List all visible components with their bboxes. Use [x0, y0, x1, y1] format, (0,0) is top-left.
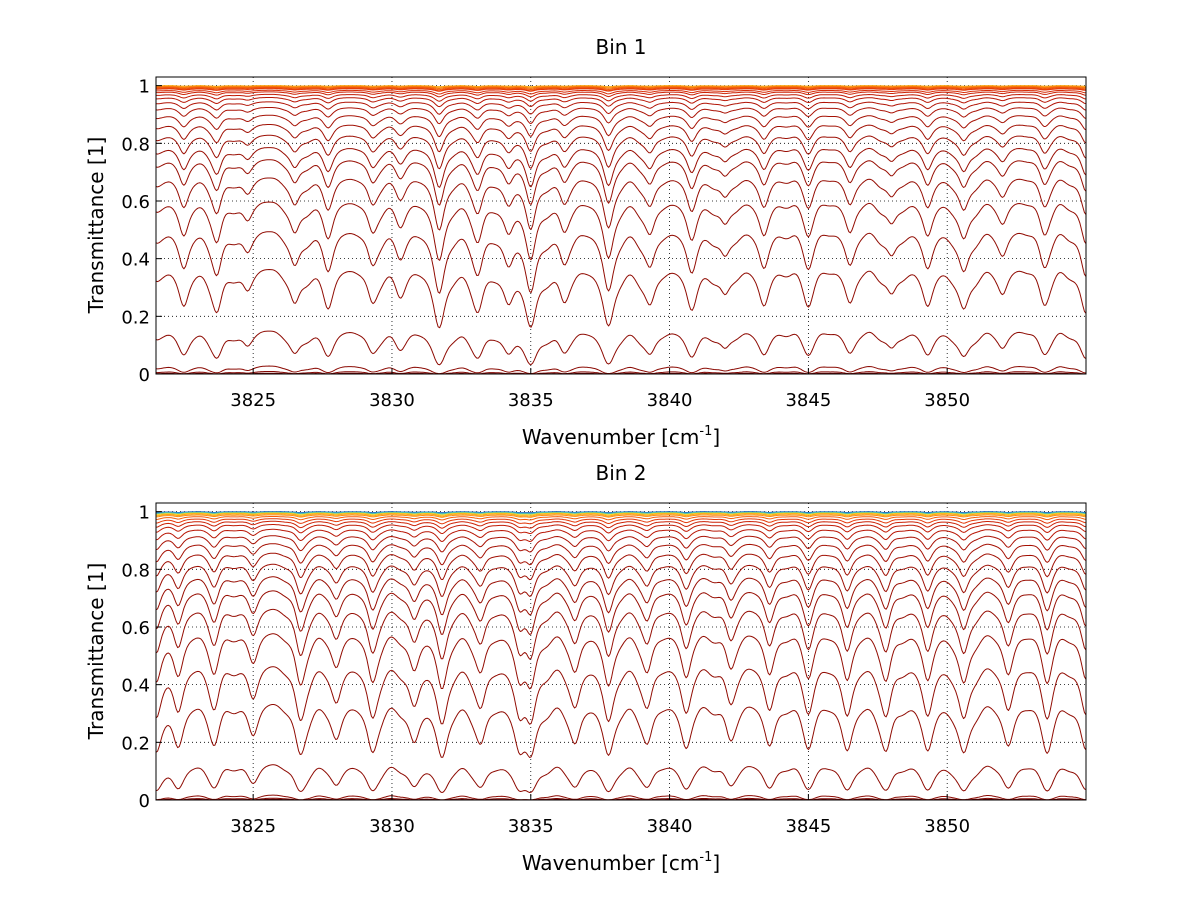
series-line [155, 514, 1087, 518]
y-tick-label: 0.2 [121, 733, 150, 754]
series-line [155, 552, 1087, 581]
series-line [155, 535, 1087, 553]
y-tick-label: 0.8 [121, 560, 150, 581]
y-tick-label: 1 [139, 503, 150, 524]
chart-title: Bin 2 [595, 461, 646, 485]
y-axis-label: Transmittance [1] [84, 137, 108, 315]
series-line [155, 512, 1087, 516]
series-line [155, 147, 1087, 188]
y-tick-label: 0 [139, 791, 150, 812]
series-line [155, 101, 1087, 115]
x-ticks: 3825 3830 3835 3840 3845 3850 [230, 368, 970, 411]
y-ticks: 0 0.2 0.4 0.6 0.8 1 [121, 77, 162, 386]
chart-title: Bin 1 [595, 35, 646, 59]
series-line [155, 608, 1087, 660]
panel-bin-1: Bin 1 3825 3830 3835 3840 3845 3850 0 0.2 0.4 0.… [84, 35, 1087, 449]
series-line [155, 201, 1087, 261]
y-tick-label: 0.4 [121, 250, 150, 271]
series-line [155, 231, 1087, 294]
x-tick-label: 3835 [508, 390, 554, 411]
series-group [155, 85, 1087, 375]
series-line [156, 511, 1087, 515]
series-line [155, 88, 1087, 92]
y-tick-label: 0.8 [121, 134, 150, 155]
x-axis-label: Wavenumber [cm-1] [522, 850, 720, 875]
x-tick-label: 3840 [647, 816, 693, 837]
series-group [155, 511, 1087, 801]
series-line [156, 97, 1087, 108]
x-axis-label: Wavenumber [cm-1] [522, 424, 720, 449]
grid [156, 77, 1086, 375]
x-tick-label: 3850 [924, 390, 970, 411]
panel-bin-2: Bin 2 3825 3830 3835 3840 3845 3850 0 0.2 0.4 0.… [84, 461, 1087, 875]
series-line [155, 520, 1087, 529]
x-tick-label: 3840 [647, 390, 693, 411]
series-line [155, 269, 1087, 329]
series-line [156, 93, 1087, 102]
x-ticks: 3825 3830 3835 3840 3845 3850 [230, 794, 970, 837]
series-line [156, 91, 1087, 98]
x-tick-label: 3830 [369, 390, 415, 411]
series-line [156, 89, 1087, 95]
series-line [155, 513, 1087, 517]
x-tick-label: 3845 [785, 816, 831, 837]
x-tick-label: 3825 [230, 816, 276, 837]
y-tick-label: 0.2 [121, 307, 150, 328]
y-tick-label: 0 [139, 365, 150, 386]
y-ticks: 0 0.2 0.4 0.6 0.8 1 [121, 503, 162, 812]
series-line [155, 87, 1087, 92]
series-line [155, 518, 1087, 525]
series-line [155, 590, 1087, 635]
series-line [155, 124, 1087, 153]
series-line [155, 576, 1087, 616]
x-tick-label: 3830 [369, 816, 415, 837]
series-line [155, 543, 1087, 566]
y-tick-label: 0.4 [121, 676, 150, 697]
series-line [155, 86, 1087, 91]
series-line [155, 159, 1087, 206]
x-tick-label: 3850 [924, 816, 970, 837]
series-line [155, 516, 1087, 521]
series-line [155, 764, 1087, 793]
series-line [155, 107, 1087, 125]
y-axis-label: Transmittance [1] [84, 563, 108, 741]
series-line [155, 704, 1087, 758]
y-tick-label: 0.6 [121, 618, 150, 639]
series-line [155, 666, 1087, 725]
series-line [155, 528, 1087, 542]
series-line [156, 85, 1087, 88]
series-line [155, 563, 1087, 597]
x-tick-label: 3845 [785, 390, 831, 411]
axes-frame [155, 502, 1087, 801]
series-line [155, 633, 1087, 690]
series-line [155, 365, 1087, 375]
y-tick-label: 1 [139, 77, 150, 98]
y-tick-label: 0.6 [121, 192, 150, 213]
x-tick-label: 3825 [230, 390, 276, 411]
series-line [155, 177, 1087, 231]
series-line [155, 134, 1087, 170]
grid [156, 503, 1086, 801]
axes-frame [155, 76, 1087, 375]
series-line [155, 524, 1087, 534]
series-line [155, 114, 1087, 138]
x-tick-label: 3835 [508, 816, 554, 837]
series-line [155, 330, 1087, 366]
series-line [155, 86, 1087, 89]
